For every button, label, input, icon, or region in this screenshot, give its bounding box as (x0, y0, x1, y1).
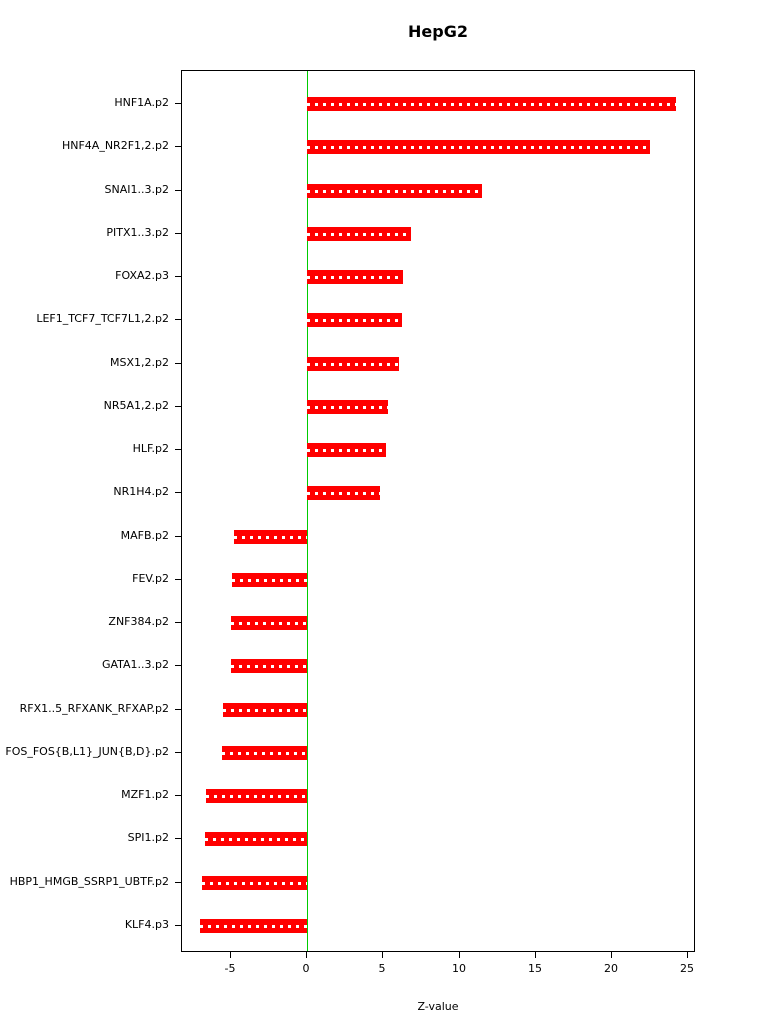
category-label: FEV.p2 (132, 572, 169, 585)
zero-line (307, 71, 308, 951)
y-axis-tick (175, 406, 181, 407)
category-label: FOXA2.p3 (115, 269, 169, 282)
y-axis-tick (175, 665, 181, 666)
category-label: HNF4A_NR2F1,2.p2 (61, 139, 169, 152)
y-axis-tick (175, 190, 181, 191)
bar (307, 357, 399, 371)
x-tick-label: 20 (604, 962, 618, 975)
bar (232, 573, 307, 587)
bar (307, 486, 380, 500)
x-tick-label: 10 (452, 962, 466, 975)
x-axis-tick (687, 952, 688, 958)
bar (234, 530, 307, 544)
x-axis-tick (230, 952, 231, 958)
x-tick-label: 5 (378, 962, 386, 975)
plot-area (181, 70, 695, 952)
category-label: RFX1..5_RFXANK_RFXAP.p2 (19, 702, 169, 715)
bar (231, 616, 307, 630)
category-label: NR1H4.p2 (113, 485, 169, 498)
category-label: GATA1..3.p2 (101, 658, 169, 671)
y-axis-tick (175, 882, 181, 883)
category-label: LEF1_TCF7_TCF7L1,2.p2 (36, 312, 169, 325)
bar (231, 659, 307, 673)
y-axis-tick (175, 449, 181, 450)
y-axis-tick (175, 319, 181, 320)
bar (307, 400, 388, 414)
bar (205, 832, 307, 846)
y-axis-tick (175, 925, 181, 926)
x-axis-title: Z-value (417, 1000, 459, 1013)
bar (307, 313, 402, 327)
x-axis-tick (611, 952, 612, 958)
x-axis-tick (382, 952, 383, 958)
y-axis-tick (175, 103, 181, 104)
bar (307, 443, 386, 457)
y-axis-tick (175, 146, 181, 147)
y-axis-tick (175, 838, 181, 839)
bar (223, 703, 307, 717)
y-axis-tick (175, 752, 181, 753)
category-label: PITX1..3.p2 (106, 226, 169, 239)
category-label: HBP1_HMGB_SSRP1_UBTF.p2 (9, 875, 169, 888)
y-axis-tick (175, 536, 181, 537)
x-tick-label: 25 (680, 962, 694, 975)
bar (307, 140, 650, 154)
category-label: HLF.p2 (132, 442, 169, 455)
category-label: HNF1A.p2 (114, 96, 169, 109)
bar (222, 746, 307, 760)
bar (200, 919, 307, 933)
y-axis-tick (175, 795, 181, 796)
x-axis-tick (535, 952, 536, 958)
category-label: MAFB.p2 (120, 529, 169, 542)
bar (307, 270, 403, 284)
bar (202, 876, 307, 890)
category-label: SNAI1..3.p2 (104, 183, 169, 196)
x-axis-tick (459, 952, 460, 958)
y-axis-tick (175, 622, 181, 623)
category-label: ZNF384.p2 (108, 615, 169, 628)
category-label: MZF1.p2 (121, 788, 169, 801)
x-tick-label: 15 (528, 962, 542, 975)
y-axis-tick (175, 233, 181, 234)
x-tick-label: 0 (302, 962, 310, 975)
y-axis-tick (175, 579, 181, 580)
category-label: NR5A1,2.p2 (103, 399, 169, 412)
x-tick-label: -5 (224, 962, 236, 975)
y-axis-tick (175, 276, 181, 277)
y-axis-tick (175, 492, 181, 493)
bar (307, 97, 676, 111)
bar (307, 227, 411, 241)
category-label: KLF4.p3 (124, 918, 169, 931)
category-label: MSX1,2.p2 (110, 356, 169, 369)
y-axis-tick (175, 709, 181, 710)
y-axis-tick (175, 363, 181, 364)
chart-title: HepG2 (408, 22, 468, 41)
x-axis-tick (306, 952, 307, 958)
bar (307, 184, 482, 198)
bar (206, 789, 307, 803)
category-label: SPI1.p2 (127, 831, 169, 844)
category-label: FOS_FOS{B,L1}_JUN{B,D}.p2 (5, 745, 169, 758)
